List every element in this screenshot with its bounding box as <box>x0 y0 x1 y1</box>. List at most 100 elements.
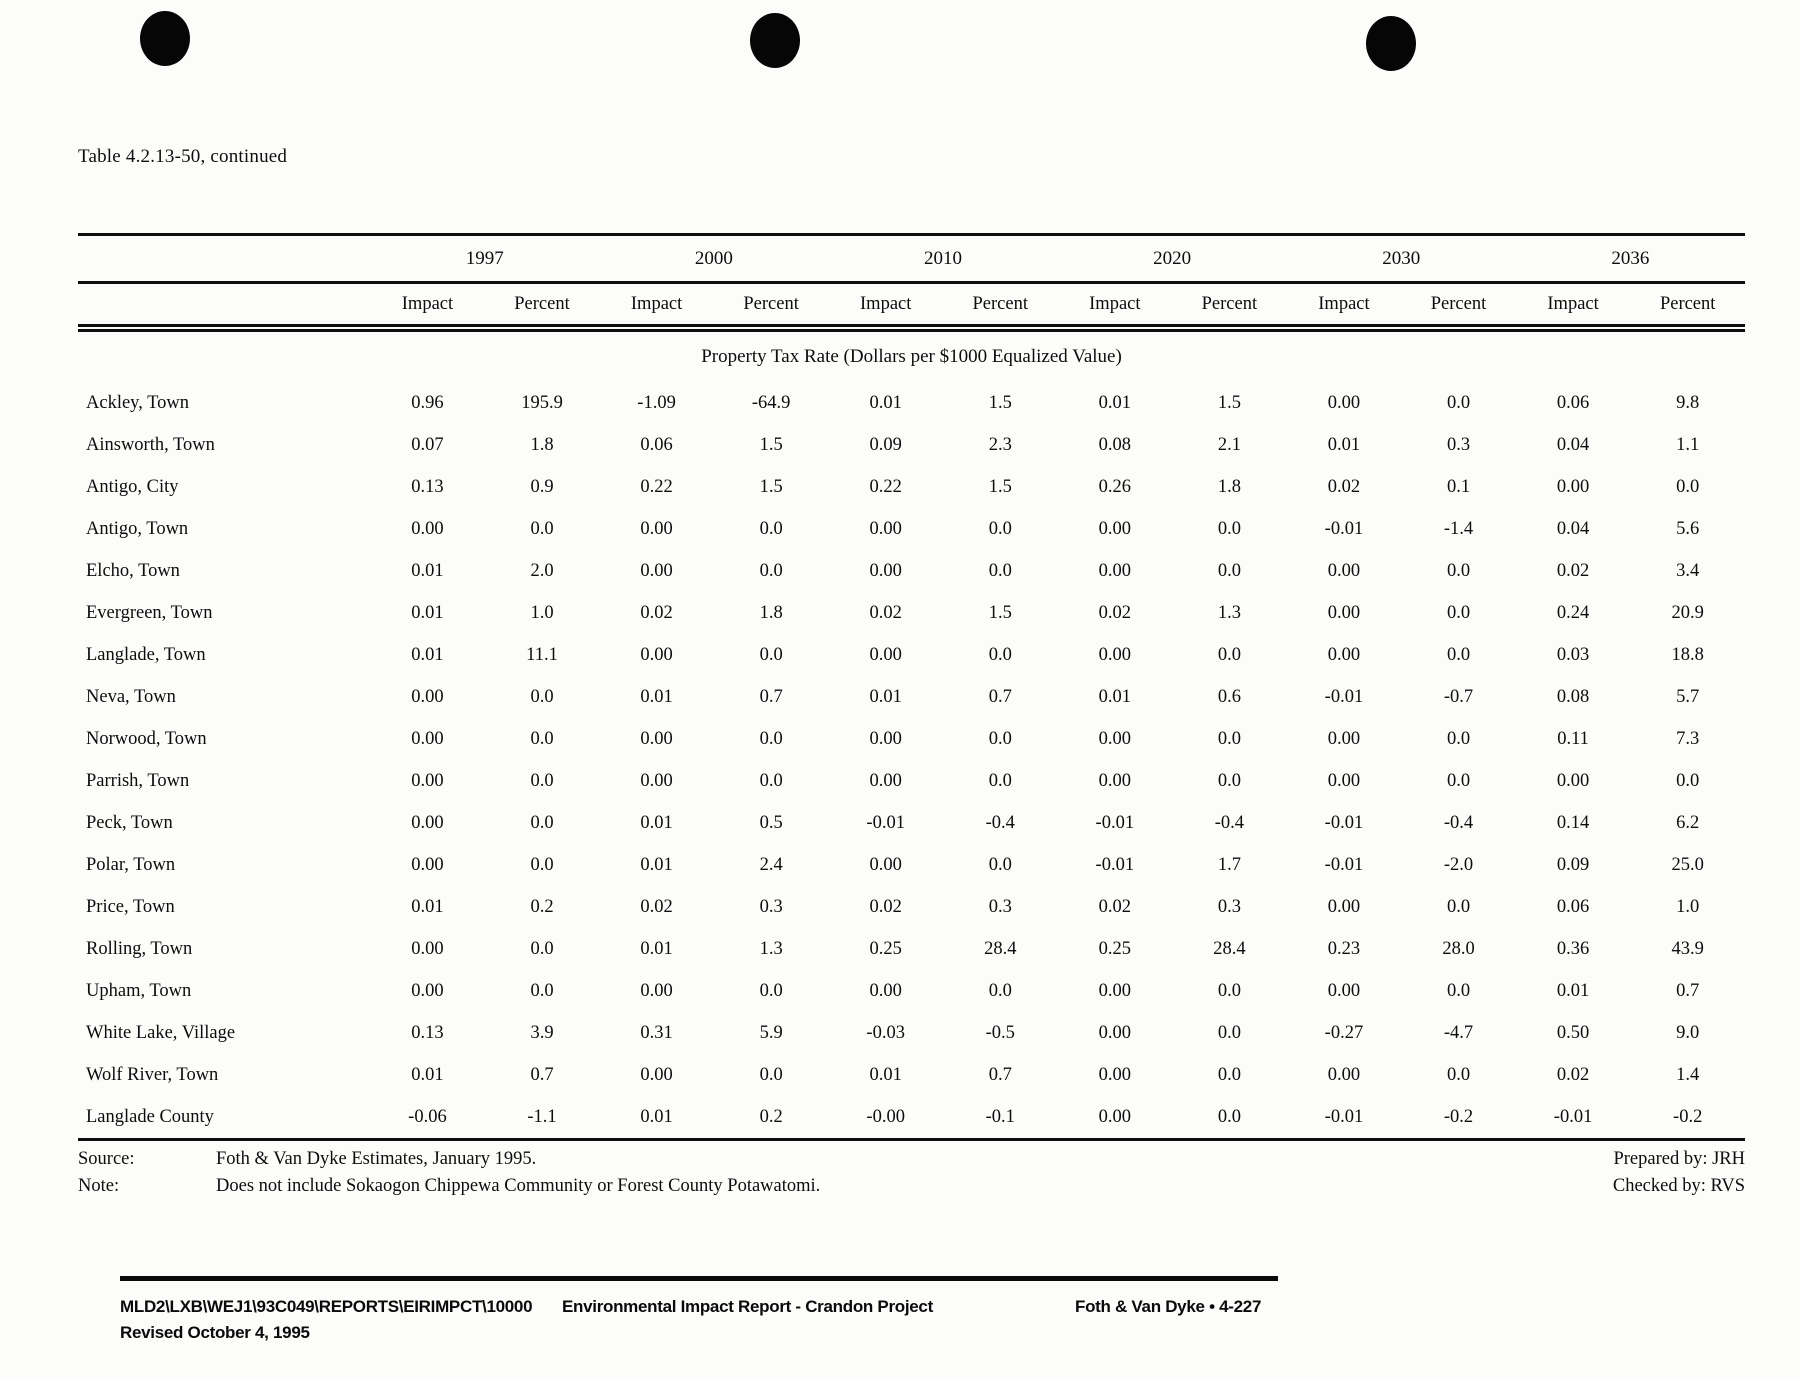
value-cell: 0.0 <box>759 770 783 791</box>
value-cell: 5.7 <box>1676 686 1700 707</box>
value-cell: 0.3 <box>1446 434 1471 455</box>
value-cell: 0.26 <box>1098 476 1132 497</box>
value-cell: 0.03 <box>1556 644 1590 665</box>
note-row: Note: Does not include Sokaogon Chippewa… <box>78 1173 1745 1200</box>
value-cell: 7.3 <box>1676 728 1700 749</box>
row-name-cell: Langlade County <box>86 1106 214 1127</box>
column-header: Percent <box>1630 282 1745 332</box>
value-cell: 0.0 <box>530 938 554 959</box>
value-cell: 0.22 <box>869 476 902 497</box>
value-cell: 0.00 <box>869 560 902 581</box>
value-cell: -0.01 <box>1324 686 1364 707</box>
value-cell: 0.02 <box>869 602 902 623</box>
column-header: Percent <box>484 282 600 332</box>
table-row: Wolf River, Town 0.01 0.7 0.00 0.0 0.01 0.7 0.0… <box>78 1054 1745 1096</box>
checked-by: Checked by: RVS <box>1612 1176 1745 1196</box>
table-row: Elcho, Town 0.01 2.0 0.00 0.0 0.00 0.0 0.00 0.0 0… <box>78 550 1745 592</box>
value-cell: 0.0 <box>988 560 1012 581</box>
value-cell: 0.0 <box>1446 560 1471 581</box>
row-name-cell: Parrish, Town <box>86 770 190 791</box>
table-row: Antigo, Town 0.00 0.0 0.00 0.0 0.00 0.0 0.00 0.0… <box>78 508 1745 550</box>
value-cell: 0.00 <box>640 728 673 749</box>
table-head: 1997 2000 2010 2020 2030 2036 Impact Percent Im… <box>78 234 1745 332</box>
value-cell: -0.01 <box>1095 812 1135 833</box>
value-cell: 0.02 <box>640 896 673 917</box>
column-header: Percent <box>713 282 829 332</box>
punch-hole-mark <box>750 13 800 68</box>
value-cell: -0.4 <box>985 812 1015 833</box>
value-cell: 1.5 <box>1217 392 1241 413</box>
value-cell: -0.01 <box>1324 812 1364 833</box>
value-cell: 28.4 <box>984 938 1017 959</box>
table-row: Price, Town 0.01 0.2 0.02 0.3 0.02 0.3 0.02 0.3 0… <box>78 886 1745 928</box>
value-cell: 0.0 <box>530 854 554 875</box>
value-cell: 0.00 <box>1327 602 1361 623</box>
value-cell: 0.00 <box>1327 980 1361 1001</box>
row-name-cell: White Lake, Village <box>86 1022 236 1043</box>
value-cell: 43.9 <box>1671 938 1704 959</box>
table-row: Upham, Town 0.00 0.0 0.00 0.0 0.00 0.0 0.00 0.0 0… <box>78 970 1745 1012</box>
value-cell: 0.0 <box>988 518 1012 539</box>
value-cell: 0.0 <box>1446 644 1471 665</box>
year-header: 2030 <box>1286 234 1516 284</box>
value-cell: 0.00 <box>1327 728 1361 749</box>
table-subtitle-row: Property Tax Rate (Dollars per $1000 Equ… <box>78 328 1745 382</box>
punch-hole-mark <box>140 11 190 66</box>
column-header: Impact <box>828 282 943 332</box>
value-cell: 0.0 <box>530 770 554 791</box>
table-row: Langlade, Town 0.01 11.1 0.00 0.0 0.00 0.0 0.00… <box>78 634 1745 676</box>
value-cell: 0.00 <box>411 728 444 749</box>
footer-page-reference: Foth & Van Dyke • 4-227 <box>1075 1297 1262 1316</box>
value-cell: 0.0 <box>530 980 554 1001</box>
value-cell: -1.4 <box>1443 518 1474 539</box>
row-name-cell: Norwood, Town <box>86 728 207 749</box>
value-cell: 1.8 <box>759 602 783 623</box>
row-name-cell: Antigo, Town <box>86 518 189 539</box>
year-header: 1997 <box>370 234 600 284</box>
value-cell: 0.06 <box>640 434 673 455</box>
value-cell: 1.3 <box>1217 602 1241 623</box>
table-subtitle: Property Tax Rate (Dollars per $1000 Equ… <box>701 346 1122 367</box>
value-cell: 0.00 <box>1556 476 1590 497</box>
value-cell: 0.01 <box>869 686 902 707</box>
value-cell: 0.0 <box>988 770 1012 791</box>
year-header: 2036 <box>1515 234 1745 284</box>
value-cell: 0.0 <box>530 518 554 539</box>
value-cell: -0.06 <box>408 1106 447 1127</box>
value-cell: -0.27 <box>1324 1022 1364 1043</box>
column-header: Impact <box>1286 282 1402 332</box>
value-cell: -0.01 <box>1324 518 1364 539</box>
value-cell: 1.1 <box>1676 434 1700 455</box>
value-cell: 0.7 <box>1676 980 1700 1001</box>
value-cell: 0.01 <box>411 896 444 917</box>
value-cell: 0.0 <box>759 644 783 665</box>
value-cell: -0.01 <box>866 812 905 833</box>
value-cell: 0.00 <box>411 854 444 875</box>
value-cell: 0.01 <box>640 854 673 875</box>
footer-report-title: Environmental Impact Report - Crandon Pr… <box>562 1297 933 1316</box>
value-cell: 1.5 <box>988 476 1012 497</box>
value-cell: 0.01 <box>1327 434 1361 455</box>
value-cell: 0.00 <box>411 938 444 959</box>
value-cell: 1.5 <box>759 476 783 497</box>
value-cell: 1.3 <box>759 938 783 959</box>
value-cell: 0.0 <box>1446 392 1471 413</box>
value-cell: 1.0 <box>530 602 554 623</box>
value-cell: 0.00 <box>1098 980 1132 1001</box>
value-cell: 0.7 <box>530 1064 554 1085</box>
column-header: Impact <box>370 282 485 332</box>
table-row: Polar, Town 0.00 0.0 0.01 2.4 0.00 0.0 -0.01 1.7… <box>78 844 1745 886</box>
value-cell: 3.9 <box>530 1022 554 1043</box>
value-cell: 0.00 <box>869 518 902 539</box>
value-cell: 0.0 <box>988 980 1012 1001</box>
value-cell: 0.01 <box>411 1064 444 1085</box>
source-text: Foth & Van Dyke Estimates, January 1995. <box>216 1149 537 1169</box>
column-header: Impact <box>599 282 714 332</box>
value-cell: 0.9 <box>530 476 554 497</box>
value-cell: 11.1 <box>526 644 558 665</box>
row-name-cell: Upham, Town <box>86 980 192 1001</box>
value-cell: 0.01 <box>640 938 673 959</box>
value-cell: 0.08 <box>1556 686 1590 707</box>
value-cell: 0.2 <box>530 896 554 917</box>
